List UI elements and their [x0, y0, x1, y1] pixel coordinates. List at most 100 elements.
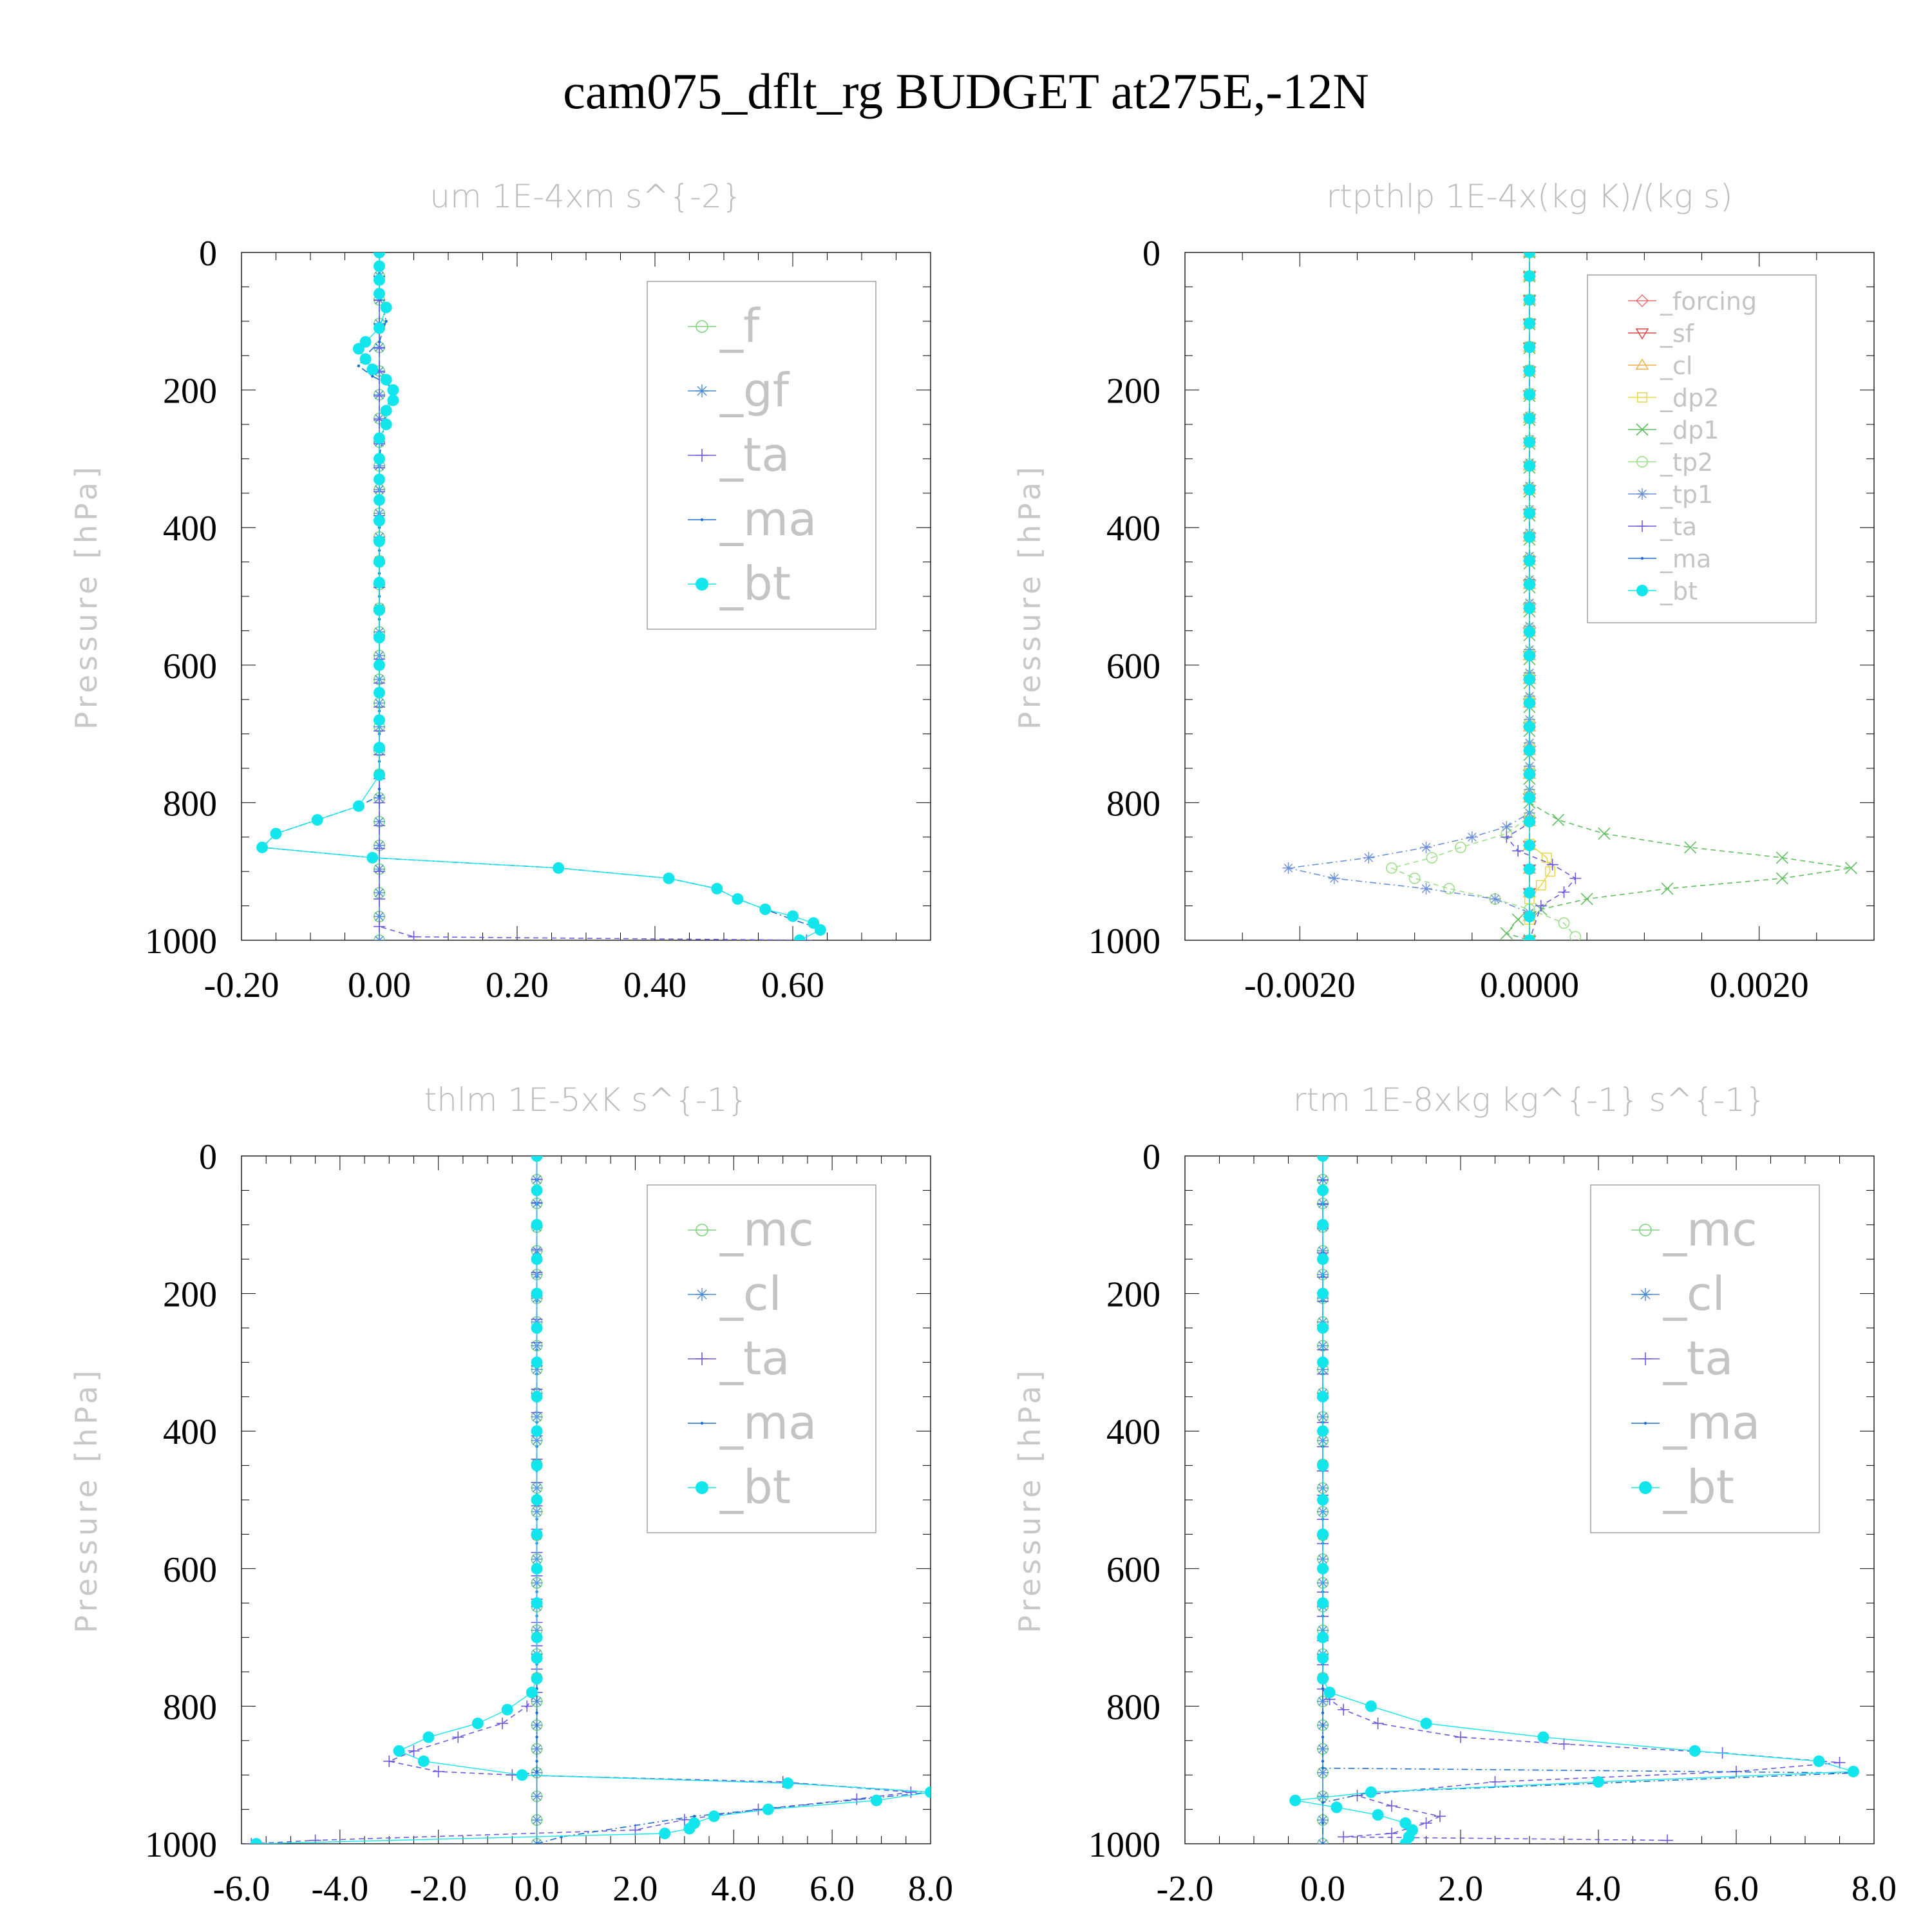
x-tick-label: 2.0	[612, 1869, 658, 1909]
data-point-bt	[380, 301, 392, 314]
data-point-bt	[374, 556, 385, 568]
y-tick-label: 400	[163, 509, 217, 549]
data-point-bt	[708, 1810, 720, 1823]
data-point-ta	[1420, 1817, 1432, 1829]
legend-marker	[1639, 1352, 1652, 1365]
data-point-bt	[1524, 252, 1535, 258]
data-point-bt	[1524, 270, 1535, 282]
data-point-bt	[531, 1390, 543, 1403]
y-tick-label: 800	[1106, 784, 1160, 824]
data-point-bt	[1524, 768, 1535, 781]
data-point-bt	[1420, 1718, 1432, 1730]
data-point-dp1	[1776, 872, 1788, 885]
legend-label: _mc	[1663, 1202, 1757, 1256]
data-point-bt	[1317, 1356, 1329, 1368]
data-point-ma	[371, 375, 374, 378]
data-point-bt	[374, 687, 385, 699]
legend-item: _mc	[688, 1202, 814, 1256]
data-point-bt	[870, 1794, 882, 1806]
panel-title: rtm 1E-8xkg kg^{-1} s^{-1}	[1293, 1081, 1766, 1119]
legend-label: _ta	[719, 428, 790, 482]
y-tick-label: 200	[1106, 1275, 1160, 1315]
data-point-tp2	[1386, 862, 1397, 874]
data-point-ta	[374, 797, 385, 809]
data-point-tp1	[1363, 851, 1375, 864]
y-tick-label: 0	[1142, 1137, 1160, 1177]
y-axis-label: Pressure [hPa]	[1012, 463, 1047, 730]
data-point-bt	[732, 893, 744, 905]
data-point-bt	[374, 769, 385, 781]
series-bt	[1524, 252, 1535, 940]
legend-marker	[696, 384, 708, 397]
data-point-ta	[521, 1700, 533, 1712]
legend-item: _ma	[1631, 1396, 1760, 1450]
data-point-bt	[1524, 863, 1535, 875]
x-tick-label: -2.0	[1157, 1869, 1214, 1909]
data-point-ta	[1489, 1776, 1501, 1788]
x-tick-label: 0.60	[761, 965, 824, 1005]
series-group	[1289, 1156, 1859, 1844]
legend-item: _bt	[688, 556, 791, 611]
data-point-ta	[678, 1814, 690, 1826]
x-tick-label: 0.0020	[1710, 965, 1809, 1005]
data-point-bt	[374, 632, 385, 644]
data-point-ta	[1386, 1827, 1397, 1839]
x-tick-label: 0.0	[515, 1869, 560, 1909]
legend-item: _bt	[1628, 577, 1698, 605]
data-point-bt	[1524, 792, 1535, 804]
x-tick-label: 6.0	[1714, 1869, 1759, 1909]
data-point-bt	[1524, 484, 1535, 496]
data-point-bt	[374, 274, 385, 286]
data-point-bt	[1317, 1631, 1329, 1643]
y-tick-label: 800	[163, 784, 217, 824]
data-point-ta	[1558, 886, 1570, 898]
data-point-bt	[1524, 365, 1535, 377]
data-point-cl	[531, 1743, 543, 1755]
data-point-tp2	[1558, 917, 1570, 929]
data-point-ma	[357, 365, 361, 368]
data-point-bt	[374, 252, 385, 258]
data-point-tp1	[1501, 820, 1513, 833]
data-point-ta	[1833, 1756, 1846, 1768]
x-tick-label: -6.0	[213, 1869, 270, 1909]
y-tick-label: 400	[163, 1412, 217, 1452]
data-point-tp1	[1489, 893, 1501, 905]
data-point-bt	[531, 1356, 543, 1368]
data-point-bt	[1399, 1838, 1412, 1844]
data-point-ta	[905, 1786, 917, 1798]
legend-marker	[1635, 358, 1649, 370]
data-point-bt	[352, 343, 365, 355]
data-point-bt	[526, 1687, 538, 1699]
legend-marker	[1643, 1421, 1647, 1425]
legend-box	[647, 1184, 876, 1533]
legend-marker	[1639, 1481, 1652, 1494]
x-tick-label: -4.0	[312, 1869, 369, 1909]
data-point-bt	[659, 1827, 671, 1839]
data-point-bt	[1524, 554, 1535, 567]
legend-label: _bt	[719, 556, 791, 611]
y-tick-label: 200	[1106, 372, 1160, 412]
data-point-ta	[1455, 1731, 1466, 1743]
legend: _mc _cl _ta _ma _bt	[1590, 1184, 1820, 1533]
x-tick-label: 6.0	[810, 1869, 855, 1909]
data-point-bt	[374, 494, 385, 506]
series-line-ma	[1322, 1156, 1853, 1844]
data-point-ta	[1338, 1831, 1350, 1843]
legend-marker	[1636, 456, 1648, 468]
data-point-bt	[1524, 578, 1535, 591]
data-point-bt	[380, 419, 392, 430]
data-point-bt	[531, 1631, 543, 1643]
data-point-bt	[516, 1769, 528, 1781]
legend-item: _gf	[688, 363, 790, 417]
legend-label: _dp2	[1660, 384, 1719, 412]
data-point-dp1	[1500, 927, 1513, 940]
data-point-bt	[1317, 1184, 1329, 1197]
legend-label: _sf	[1660, 319, 1695, 348]
y-axis-label: Pressure [hPa]	[1012, 1367, 1047, 1633]
data-point-tp1	[1420, 882, 1432, 895]
legend-item: _cl	[688, 1267, 782, 1321]
data-point-bt	[531, 1459, 543, 1472]
legend-item: _ma	[688, 1396, 817, 1450]
data-point-bt	[1317, 1253, 1329, 1265]
data-point-ta	[309, 1834, 321, 1844]
